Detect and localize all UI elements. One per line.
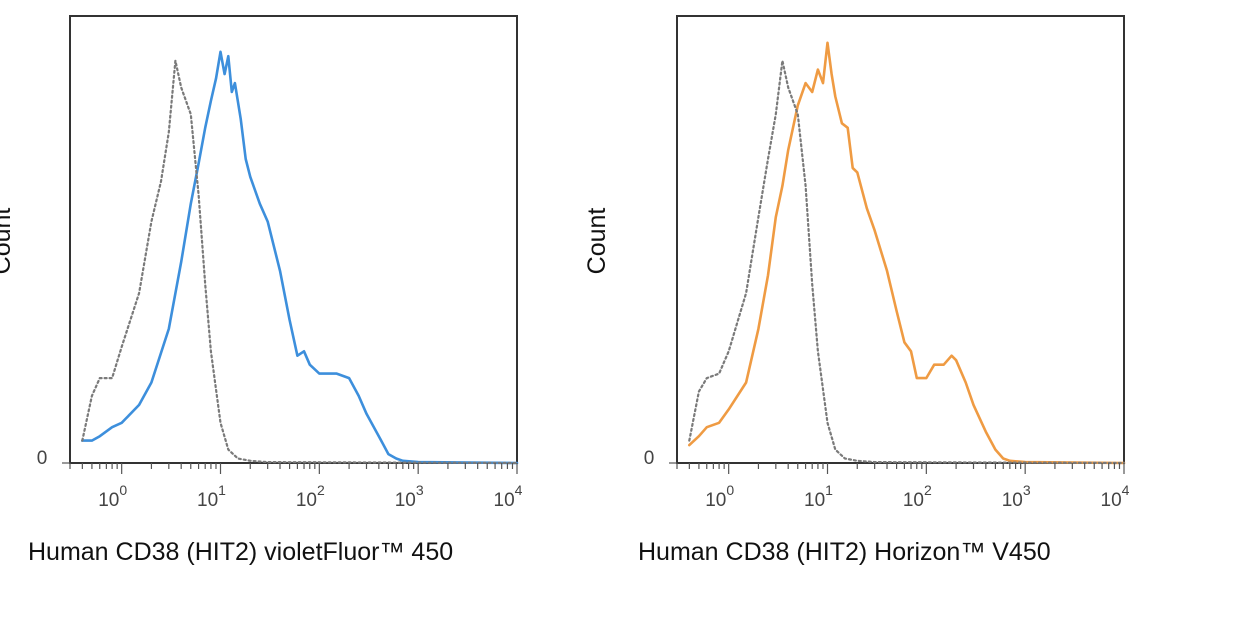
x-tick-label: 100: [98, 482, 127, 511]
x-axis-ticks: [62, 462, 518, 474]
stained-histogram-line: [81, 50, 519, 465]
plot-frame: [69, 15, 518, 464]
x-tick-label: 104: [494, 482, 523, 511]
x-tick-label: 104: [1101, 482, 1130, 511]
control-histogram-line: [688, 59, 1126, 465]
stained-histogram-line: [687, 41, 1126, 465]
x-tick-label: 102: [903, 482, 932, 511]
x-axis-ticks: [669, 462, 1125, 474]
x-tick-label: 103: [1002, 482, 1031, 511]
x-tick-label: 101: [197, 482, 226, 511]
y-tick-label: 0: [644, 448, 655, 469]
y-tick-label: 0: [37, 448, 48, 469]
x-axis-title: Human CD38 (HIT2) Horizon™ V450: [638, 538, 1051, 566]
plot-frame: [676, 15, 1125, 464]
x-tick-label: 101: [804, 482, 833, 511]
y-axis-title: Count: [0, 208, 16, 275]
x-tick-label: 103: [395, 482, 424, 511]
x-axis-title: Human CD38 (HIT2) violetFluor™ 450: [28, 538, 453, 566]
control-histogram-line: [81, 59, 519, 465]
histogram-panel-horizon: 100 101 102 103 104 0 Human CD38 (HIT2) Horizo…: [583, 15, 1130, 566]
x-tick-label: 102: [296, 482, 325, 511]
x-tick-label: 100: [705, 482, 734, 511]
y-axis-title: Count: [583, 208, 611, 275]
histogram-panel-violetfluor: 100 101 102 103 104 0 Human CD38 (HIT2) violet…: [0, 15, 523, 566]
